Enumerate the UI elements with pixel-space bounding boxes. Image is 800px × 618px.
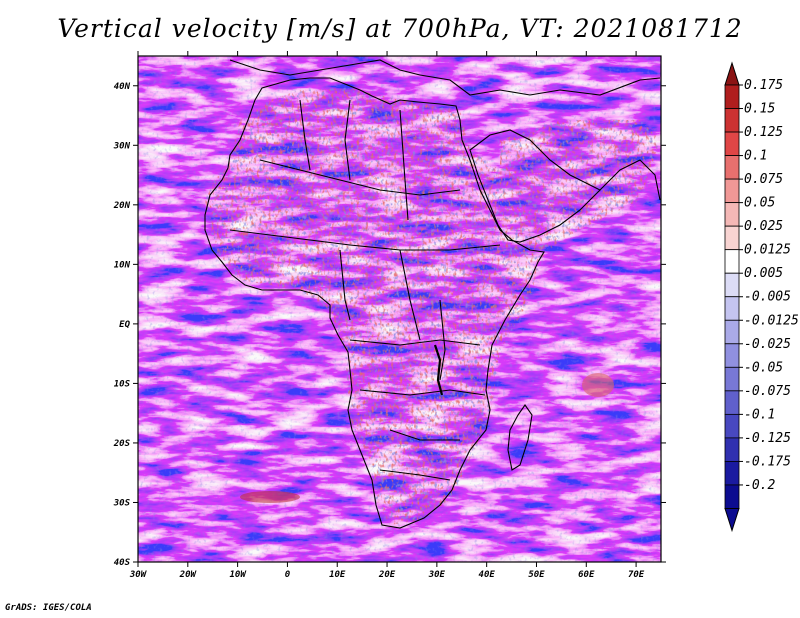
- lat-tick-label: 40S: [114, 558, 131, 568]
- colorbar-swatch: [724, 272, 740, 298]
- colorbar-label: 0.075: [744, 172, 783, 187]
- lon-tick-label: 0: [285, 570, 291, 580]
- colorbar-swatch: [724, 155, 740, 180]
- colorbar-label: -0.0125: [744, 313, 799, 328]
- colorbar-swatch: [724, 225, 740, 251]
- colorbar-swatch: [724, 413, 740, 439]
- velocity-field: [138, 56, 661, 562]
- colorbar-label: 0.005: [744, 266, 783, 281]
- lat-tick-label: 30N: [113, 141, 131, 151]
- lon-tick-label: 70E: [628, 570, 645, 580]
- colorbar-swatch: [724, 202, 740, 227]
- lon-tick-label: 10E: [329, 570, 346, 580]
- colorbar-swatch: [724, 319, 740, 345]
- colorbar-max-arrow: [724, 61, 740, 86]
- colorbar-label: -0.005: [744, 290, 791, 305]
- colorbar-label: -0.075: [744, 384, 791, 399]
- axis-ticks: 30W 20W 10W 0 10E 20E 30E 40E 50E 60E 70E 40N 30N 20N…: [113, 51, 666, 580]
- lat-tick-label: 20N: [113, 201, 131, 211]
- chart-title: Vertical velocity [m/s] at 700hPa, VT: 2…: [57, 14, 743, 43]
- colorbar-label: -0.05: [744, 360, 783, 375]
- lon-tick-label: 60E: [578, 570, 595, 580]
- colorbar-swatch: [724, 131, 740, 156]
- lon-tick-label: 10W: [229, 570, 247, 580]
- colorbar-label: -0.1: [744, 407, 775, 422]
- lon-tick-label: 20W: [179, 570, 198, 580]
- colorbar-label: -0.025: [744, 337, 791, 352]
- colorbar-swatch: [724, 249, 740, 274]
- colorbar-swatch: [724, 390, 740, 415]
- colorbar-label: 0.175: [744, 78, 783, 93]
- colorbar-label: 0.025: [744, 219, 783, 234]
- lon-tick-label: 30E: [428, 570, 446, 580]
- lat-tick-label: 10N: [114, 260, 131, 270]
- colorbar-swatch: [724, 343, 740, 368]
- colorbar-label: 0.05: [744, 196, 775, 211]
- lat-tick-label: 40N: [114, 82, 131, 92]
- coastlines: [204, 59, 661, 529]
- colorbar-swatch: [724, 366, 740, 392]
- colorbar-label: -0.175: [744, 454, 791, 469]
- colorbar-swatch: [724, 296, 740, 321]
- colorbar-label: 0.125: [744, 125, 783, 140]
- colorbar-label: -0.125: [744, 431, 791, 446]
- lat-tick-label: 30S: [113, 498, 131, 508]
- lat-tick-label: 20S: [113, 439, 131, 449]
- lon-tick-label: 50E: [528, 570, 545, 580]
- colorbar-swatch: [724, 178, 740, 204]
- footer-credit: GrADS: IGES/COLA: [5, 603, 92, 613]
- colorbar-swatch: [724, 84, 740, 109]
- colorbar-label: -0.2: [744, 478, 775, 493]
- lon-tick-label: 40E: [479, 570, 496, 580]
- colorbar-swatch: [724, 108, 740, 133]
- colorbar-label: 0.1: [744, 149, 767, 164]
- colorbar-swatch: [724, 461, 740, 486]
- colorbar-label: 0.15: [744, 102, 775, 117]
- colorbar-swatch: [724, 437, 740, 462]
- colorbar: 0.175 0.15 0.125 0.1 0.075 0.05 0.025 0.0125 0.0…: [724, 61, 799, 533]
- lat-tick-label: 10S: [114, 379, 131, 389]
- lon-tick-label: 20E: [378, 570, 396, 580]
- colorbar-swatch: [724, 484, 740, 509]
- map-frame: [137, 55, 662, 563]
- colorbar-min-arrow: [724, 507, 740, 533]
- lon-tick-label: 30W: [129, 570, 148, 580]
- colorbar-label: 0.0125: [744, 243, 791, 258]
- lat-tick-label: EQ: [119, 320, 130, 330]
